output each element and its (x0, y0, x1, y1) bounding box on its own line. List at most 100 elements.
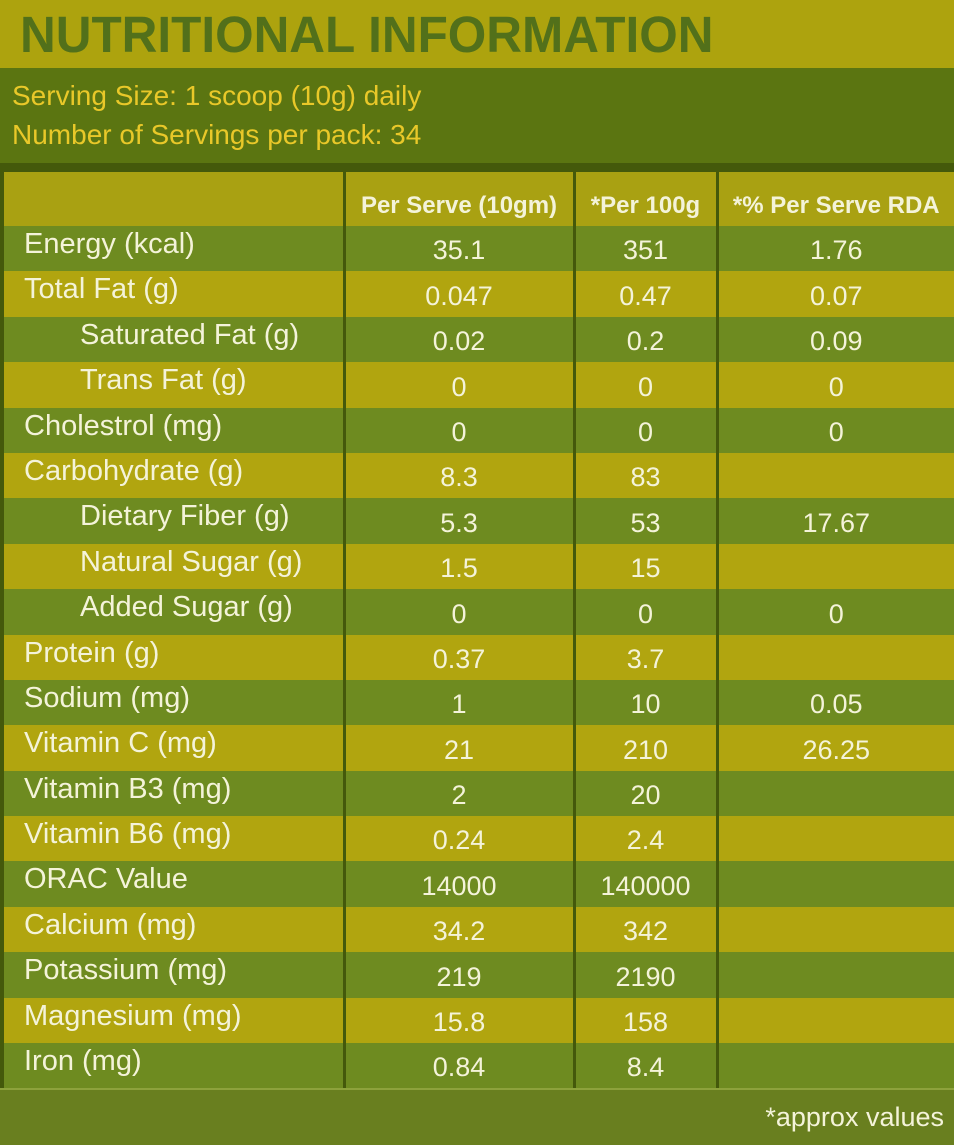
per-100g-value: 83 (572, 452, 717, 499)
per-100g-value: 3.7 (572, 634, 717, 680)
per-100g-value: 15 (572, 543, 717, 590)
rda-value: 1.76 (715, 226, 954, 272)
table-row: Iron (mg) 0.84 8.4 (4, 1043, 954, 1089)
table-row: Carbohydrate (g) 8.3 83 (4, 452, 954, 499)
nutrition-table: Per Serve (10gm) *Per 100g *% Per Serve … (4, 172, 954, 1089)
nutrient-label: Cholestrol (mg) (4, 407, 344, 453)
nutrient-label: Vitamin C (mg) (4, 725, 344, 771)
nutrient-label: Vitamin B6 (mg) (4, 816, 344, 862)
per-serve-value: 8.3 (342, 452, 574, 499)
per-100g-value: 0.2 (572, 316, 717, 363)
per-100g-value: 158 (572, 997, 717, 1044)
table-row: Energy (kcal) 35.1 351 1.76 (4, 226, 954, 272)
nutrient-label: Saturated Fat (g) (4, 316, 344, 363)
per-serve-value: 1 (342, 679, 574, 726)
per-serve-value: 0.047 (342, 271, 574, 317)
per-100g-value: 0.47 (572, 271, 717, 317)
table-row: Dietary Fiber (g) 5.3 53 17.67 (4, 498, 954, 544)
rda-value: 0.07 (715, 271, 954, 317)
nutrient-label: Trans Fat (g) (4, 362, 344, 408)
rda-value: 0.09 (715, 316, 954, 363)
rda-value (715, 861, 954, 907)
nutrient-label: Natural Sugar (g) (4, 543, 344, 590)
per-100g-value: 53 (572, 498, 717, 544)
nutrient-label: Dietary Fiber (g) (4, 498, 344, 544)
footer-note-band: *approx values (0, 1088, 954, 1145)
nutrient-label: Carbohydrate (g) (4, 452, 344, 499)
per-serve-value: 15.8 (342, 997, 574, 1044)
rda-value (715, 770, 954, 817)
table-row: Vitamin B6 (mg) 0.24 2.4 (4, 816, 954, 862)
nutrient-label: Added Sugar (g) (4, 589, 344, 635)
serving-info: Serving Size: 1 scoop (10g) daily Number… (0, 68, 954, 163)
rda-value: 0 (715, 407, 954, 453)
per-100g-value: 0 (572, 589, 717, 635)
rda-value: 0 (715, 362, 954, 408)
per-100g-value: 0 (572, 362, 717, 408)
table-row: Natural Sugar (g) 1.5 15 (4, 543, 954, 590)
per-100g-value: 20 (572, 770, 717, 817)
table-row: Trans Fat (g) 0 0 0 (4, 362, 954, 408)
column-header-rda: *% Per Serve RDA (715, 172, 954, 226)
title-band: NUTRITIONAL INFORMATION (0, 0, 954, 68)
table-row: Protein (g) 0.37 3.7 (4, 634, 954, 680)
nutrient-label: Iron (mg) (4, 1043, 344, 1089)
per-serve-value: 0 (342, 589, 574, 635)
serving-size-text: Serving Size: 1 scoop (10g) daily (12, 80, 422, 112)
table-row: Sodium (mg) 1 10 0.05 (4, 679, 954, 726)
per-100g-value: 351 (572, 226, 717, 272)
nutrient-label: Vitamin B3 (mg) (4, 770, 344, 817)
rda-value: 17.67 (715, 498, 954, 544)
rda-value (715, 452, 954, 499)
nutrient-label: Total Fat (g) (4, 271, 344, 317)
rda-value (715, 952, 954, 998)
rda-value (715, 1043, 954, 1089)
nutrient-label: Energy (kcal) (4, 226, 344, 272)
rda-value (715, 634, 954, 680)
nutrition-table-wrap: Per Serve (10gm) *Per 100g *% Per Serve … (0, 163, 954, 1089)
page-title: NUTRITIONAL INFORMATION (20, 5, 714, 63)
column-header-per-serve: Per Serve (10gm) (342, 172, 574, 226)
table-row: Potassium (mg) 219 2190 (4, 952, 954, 998)
table-row: Total Fat (g) 0.047 0.47 0.07 (4, 271, 954, 317)
per-serve-value: 0 (342, 407, 574, 453)
table-row: ORAC Value 14000 140000 (4, 861, 954, 907)
per-100g-value: 2.4 (572, 816, 717, 862)
per-100g-value: 342 (572, 906, 717, 953)
per-100g-value: 8.4 (572, 1043, 717, 1089)
approx-values-note: *approx values (765, 1102, 944, 1133)
per-100g-value: 210 (572, 725, 717, 771)
rda-value: 26.25 (715, 725, 954, 771)
nutrient-label: Sodium (mg) (4, 679, 344, 726)
per-100g-value: 0 (572, 407, 717, 453)
per-serve-value: 0.02 (342, 316, 574, 363)
nutrient-label: ORAC Value (4, 861, 344, 907)
per-serve-value: 2 (342, 770, 574, 817)
per-serve-value: 5.3 (342, 498, 574, 544)
table-body: Energy (kcal) 35.1 351 1.76 Total Fat (g) 0.0… (4, 226, 954, 1089)
table-row: Added Sugar (g) 0 0 0 (4, 589, 954, 635)
column-header-per-100g: *Per 100g (572, 172, 717, 226)
per-serve-value: 14000 (342, 861, 574, 907)
table-row: Vitamin C (mg) 21 210 26.25 (4, 725, 954, 771)
rda-value (715, 816, 954, 862)
per-serve-value: 0.24 (342, 816, 574, 862)
per-serve-value: 0.84 (342, 1043, 574, 1089)
per-serve-value: 0 (342, 362, 574, 408)
per-serve-value: 0.37 (342, 634, 574, 680)
table-row: Vitamin B3 (mg) 2 20 (4, 770, 954, 817)
table-row: Saturated Fat (g) 0.02 0.2 0.09 (4, 316, 954, 363)
rda-value: 0.05 (715, 679, 954, 726)
per-serve-value: 34.2 (342, 906, 574, 953)
per-100g-value: 2190 (572, 952, 717, 998)
rda-value: 0 (715, 589, 954, 635)
table-row: Cholestrol (mg) 0 0 0 (4, 407, 954, 453)
nutrient-label: Protein (g) (4, 634, 344, 680)
per-serve-value: 21 (342, 725, 574, 771)
table-header-row: Per Serve (10gm) *Per 100g *% Per Serve … (4, 172, 954, 226)
nutrient-label: Magnesium (mg) (4, 997, 344, 1044)
per-serve-value: 1.5 (342, 543, 574, 590)
column-header-nutrient (4, 172, 344, 226)
nutrient-label: Calcium (mg) (4, 906, 344, 953)
